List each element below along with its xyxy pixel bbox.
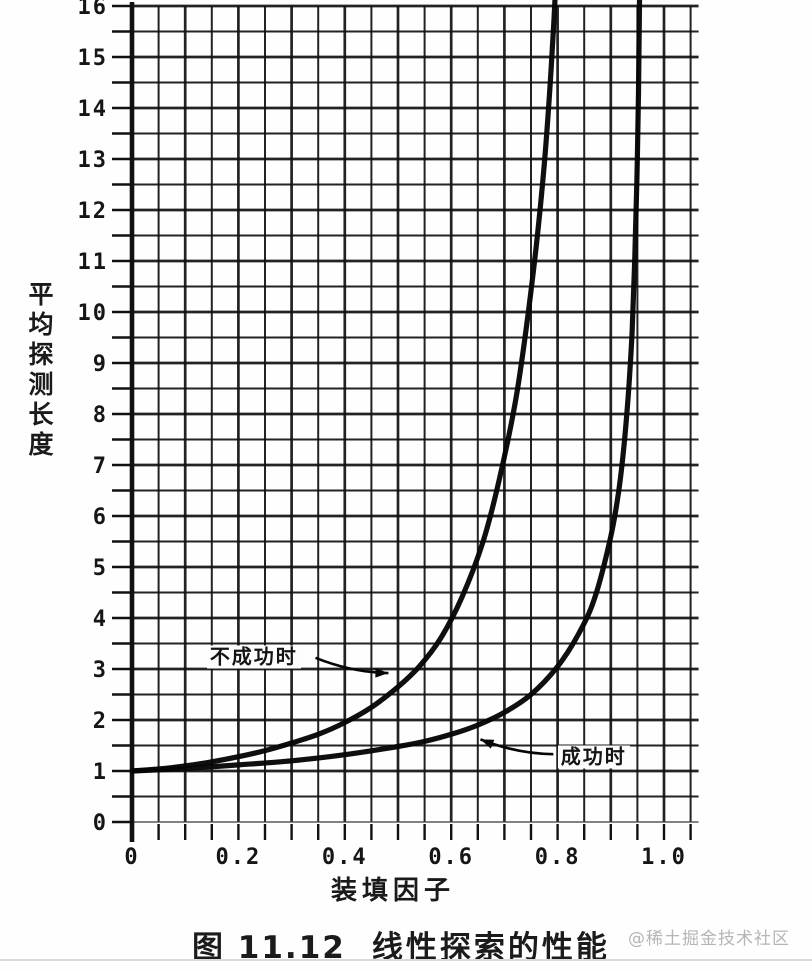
y-tick-label: 2 xyxy=(93,709,108,734)
y-tick-label: 6 xyxy=(93,505,108,530)
y-tick-label: 5 xyxy=(93,556,108,581)
x-tick-label: 0.8 xyxy=(535,845,581,870)
y-tick-label: 4 xyxy=(93,607,108,632)
x-tick-label: 1.0 xyxy=(641,845,687,870)
y-tick-label: 8 xyxy=(93,403,108,428)
curve-successful-search xyxy=(129,0,643,774)
watermark: @稀土掘金技术社区 xyxy=(628,929,790,949)
x-tick-label: 0.4 xyxy=(322,845,368,870)
y-tick-label: 9 xyxy=(93,352,108,377)
y-tick-label: 14 xyxy=(78,97,109,122)
y-tick-label: 16 xyxy=(78,0,109,20)
y-tick-label: 13 xyxy=(78,148,109,173)
x-tick-label: 0.2 xyxy=(216,845,262,870)
y-tick-label: 1 xyxy=(93,760,108,785)
y-tick-label: 7 xyxy=(93,454,108,479)
arrowhead-icon xyxy=(480,739,495,749)
x-tick-label: 0 xyxy=(124,845,139,870)
curve-unsuccessful-search xyxy=(129,0,558,774)
y-tick-label: 12 xyxy=(78,199,109,224)
grid xyxy=(130,4,699,823)
annotation-successful-label: 成功时 xyxy=(557,745,630,769)
x-axis-title: 装填因子 xyxy=(330,876,455,906)
annotation-arrow-successful-search xyxy=(479,738,554,756)
annotation-unsuccessful-label: 不成功时 xyxy=(206,645,301,669)
tick-marks xyxy=(112,4,692,840)
annotation-arrow-unsuccessful-search xyxy=(315,656,389,678)
bottom-border-line xyxy=(0,959,812,961)
y-axis-title: 平均探测长度 xyxy=(25,281,54,461)
chart: 0 0.2 0.4 0.6 0.8 1.0 0 1 2 3 4 5 6 7 8 9 10 11 12 13 14 15 16… xyxy=(25,0,699,906)
x-tick-labels: 0 0.2 0.4 0.6 0.8 1.0 xyxy=(124,845,687,870)
y-tick-label: 10 xyxy=(78,301,109,326)
y-tick-label: 11 xyxy=(78,250,109,275)
y-tick-label: 15 xyxy=(78,46,109,71)
x-tick-label: 0.6 xyxy=(428,845,474,870)
arrowhead-icon xyxy=(375,668,389,678)
y-tick-label: 3 xyxy=(93,658,108,683)
y-tick-label: 0 xyxy=(93,811,108,836)
